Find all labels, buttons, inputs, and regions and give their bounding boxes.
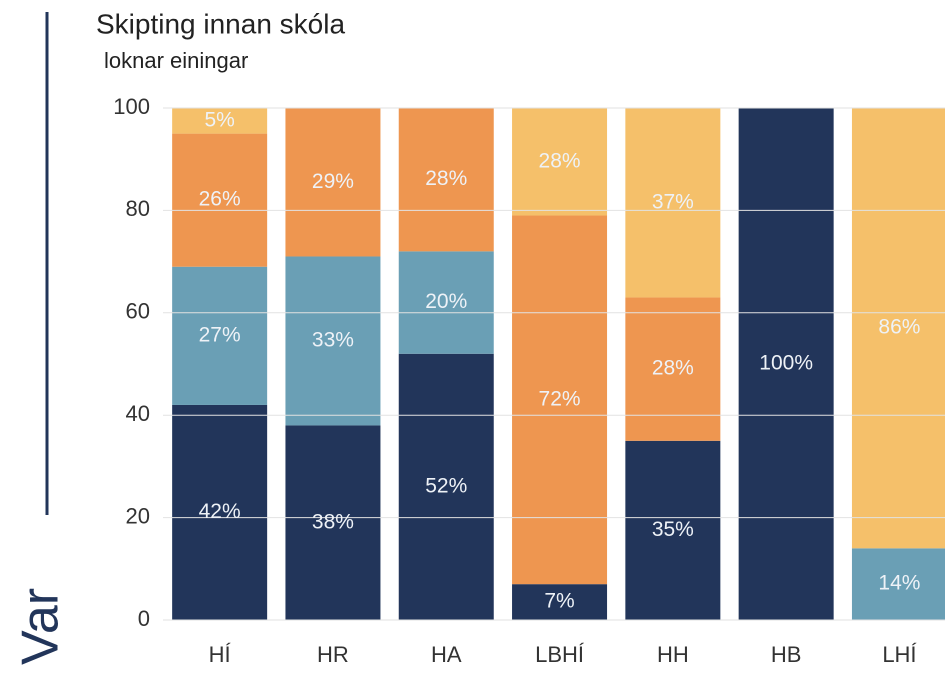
data-label: 28% <box>425 167 467 190</box>
bar-segment <box>285 108 381 257</box>
data-label: 26% <box>199 188 241 211</box>
data-label: 52% <box>425 474 467 497</box>
bar-segment <box>512 215 608 585</box>
bar-segment <box>625 440 721 620</box>
data-label: 29% <box>312 170 354 193</box>
data-label: 33% <box>312 329 354 352</box>
data-label: 38% <box>312 510 354 533</box>
data-label: 5% <box>204 108 234 131</box>
x-tick-label: HÍ <box>209 642 232 667</box>
y-tick-label: 100 <box>113 94 150 119</box>
bar-segment <box>172 404 268 620</box>
data-label: 28% <box>539 149 581 172</box>
y-tick-label: 40 <box>126 401 150 426</box>
y-tick-label: 60 <box>126 299 150 324</box>
bar-segment <box>738 108 834 620</box>
data-label: 20% <box>425 290 467 313</box>
bar-segment <box>285 256 381 426</box>
bar-segment <box>625 297 721 441</box>
bar-segment <box>172 108 268 134</box>
x-tick-label: HB <box>771 642 802 667</box>
chart-title: Skipting innan skóla <box>96 8 345 39</box>
data-label: 37% <box>652 190 694 213</box>
x-tick-label: HH <box>657 642 689 667</box>
data-label: 27% <box>199 323 241 346</box>
data-label: 14% <box>878 572 920 595</box>
side-label: Var <box>12 588 70 665</box>
x-tick-label: HA <box>431 642 462 667</box>
x-tick-label: LHÍ <box>882 642 917 667</box>
chart-subtitle: loknar einingar <box>104 48 248 73</box>
data-label: 42% <box>199 500 241 523</box>
data-label: 28% <box>652 357 694 380</box>
bar-segment <box>172 133 268 267</box>
bar-segment <box>398 251 494 354</box>
bar-segment <box>851 108 945 549</box>
bar-segment <box>172 266 268 405</box>
bar-segment <box>398 353 494 620</box>
bar-segment <box>285 425 381 620</box>
bar-segment <box>625 108 721 298</box>
y-tick-label: 0 <box>138 606 150 631</box>
bar-segment <box>398 108 494 252</box>
data-label: 100% <box>759 352 813 375</box>
y-tick-label: 20 <box>126 503 150 528</box>
bar-segment <box>851 548 945 620</box>
data-label: 7% <box>544 590 574 613</box>
data-label: 72% <box>539 387 581 410</box>
data-label: 86% <box>878 316 920 339</box>
bar-segment <box>512 584 608 620</box>
x-tick-label: HR <box>317 642 349 667</box>
x-tick-label: LBHÍ <box>535 642 585 667</box>
bar-segment <box>512 108 608 216</box>
data-label: 35% <box>652 518 694 541</box>
y-tick-label: 80 <box>126 196 150 221</box>
